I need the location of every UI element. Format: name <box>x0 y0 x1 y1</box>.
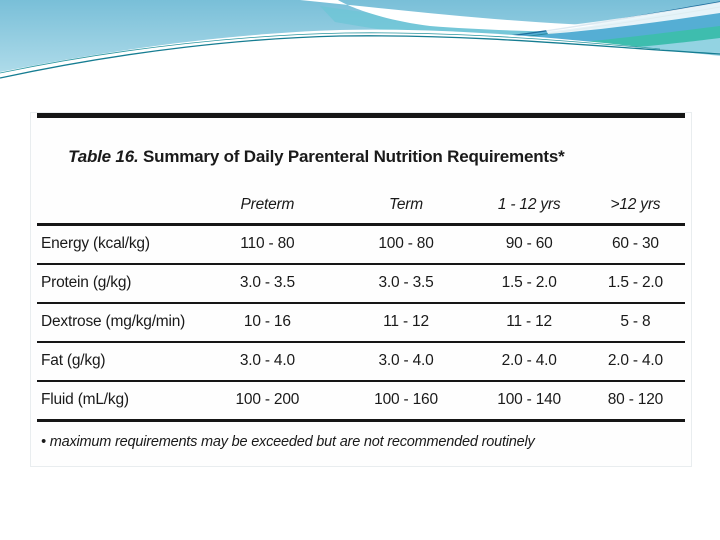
nutrition-table: Preterm Term 1 - 12 yrs >12 yrs Energy (… <box>37 193 685 422</box>
pale-top-right-wedge <box>545 2 720 34</box>
cell-value: 5 - 8 <box>585 303 685 343</box>
cell-value: 1.5 - 2.0 <box>472 264 586 304</box>
cell-value: 3.0 - 3.5 <box>339 264 473 304</box>
cell-value: 11 - 12 <box>472 303 586 343</box>
cell-value: 3.0 - 3.5 <box>195 264 340 304</box>
nutrition-table-panel: Table 16. Summary of Daily Parenteral Nu… <box>30 112 692 467</box>
header-wave-decoration <box>0 0 720 96</box>
row-label: Fat (g/kg) <box>37 342 196 382</box>
table-title: Table 16. Summary of Daily Parenteral Nu… <box>37 118 685 191</box>
teal-curve-line-primary <box>0 35 720 79</box>
table-footnote: • maximum requirements may be exceeded b… <box>41 434 535 450</box>
teal-curve-line-secondary <box>0 32 661 74</box>
cell-value: 100 - 80 <box>339 224 473 265</box>
column-header-term: Term <box>339 193 473 226</box>
cell-value: 3.0 - 4.0 <box>339 342 473 382</box>
table-row-energy: Energy (kcal/kg) 110 - 80 100 - 80 90 - … <box>37 224 685 265</box>
table-row-protein: Protein (g/kg) 3.0 - 3.5 3.0 - 3.5 1.5 -… <box>37 264 685 304</box>
cell-value: 110 - 80 <box>195 224 340 265</box>
column-header-blank <box>37 193 196 226</box>
row-label: Energy (kcal/kg) <box>37 224 196 265</box>
table-row-fluid: Fluid (mL/kg) 100 - 200 100 - 160 100 - … <box>37 381 685 422</box>
cell-value: 100 - 200 <box>195 381 340 422</box>
column-header-1-12yrs: 1 - 12 yrs <box>472 193 586 226</box>
table-row-fat: Fat (g/kg) 3.0 - 4.0 3.0 - 4.0 2.0 - 4.0… <box>37 342 685 382</box>
table-row-dextrose: Dextrose (mg/kg/min) 10 - 16 11 - 12 11 … <box>37 303 685 343</box>
column-header-preterm: Preterm <box>195 193 340 226</box>
row-label: Protein (g/kg) <box>37 264 196 304</box>
row-label: Fluid (mL/kg) <box>37 381 196 422</box>
cell-value: 2.0 - 4.0 <box>472 342 586 382</box>
cell-value: 100 - 140 <box>472 381 586 422</box>
cell-value: 11 - 12 <box>339 303 473 343</box>
column-header-over-12yrs: >12 yrs <box>585 193 685 226</box>
table-title-text: Summary of Daily Parenteral Nutrition Re… <box>138 147 565 166</box>
row-label: Dextrose (mg/kg/min) <box>37 303 196 343</box>
cell-value: 10 - 16 <box>195 303 340 343</box>
main-white-wave <box>0 29 720 96</box>
cell-value: 80 - 120 <box>585 381 685 422</box>
cell-value: 2.0 - 4.0 <box>585 342 685 382</box>
cell-value: 60 - 30 <box>585 224 685 265</box>
cell-value: 1.5 - 2.0 <box>585 264 685 304</box>
table-number: Table 16. <box>68 147 139 166</box>
cell-value: 3.0 - 4.0 <box>195 342 340 382</box>
table-top-rule <box>37 113 685 118</box>
cell-value: 90 - 60 <box>472 224 586 265</box>
table-header-row: Preterm Term 1 - 12 yrs >12 yrs <box>37 193 685 226</box>
cell-value: 100 - 160 <box>339 381 473 422</box>
